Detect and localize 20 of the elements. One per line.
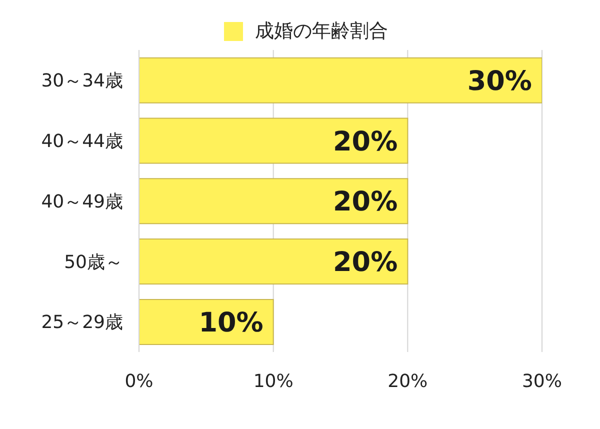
bar [139,57,542,104]
x-tick-label: 30% [522,370,562,392]
data-label: 20% [333,126,398,158]
bar [139,238,408,285]
y-tick-label: 50歳～ [64,252,123,273]
y-tick-label: 25～29歳 [41,312,123,334]
data-label: 20% [333,247,398,278]
data-label: 10% [198,308,264,339]
x-tick-label: 0% [124,370,154,392]
bar [139,178,408,224]
x-tick-label: 20% [388,370,428,392]
y-tick-label: 40～44歳 [41,130,123,152]
y-tick-label: 30～34歳 [41,70,123,92]
y-tick-label: 40～49歳 [41,191,123,212]
x-tick-label: 10% [253,370,294,392]
data-label: 20% [333,186,398,218]
legend-label: 成婚の年齢割合 [255,20,388,42]
bar [139,118,408,164]
data-label: 30% [467,66,532,97]
bar [139,298,274,345]
